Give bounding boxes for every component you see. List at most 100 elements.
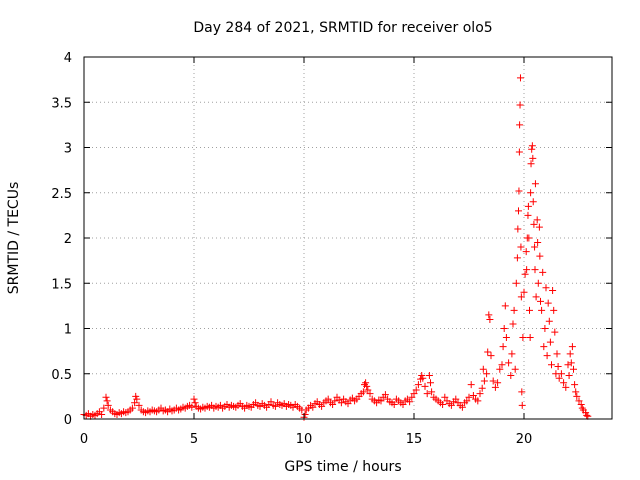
data-point bbox=[128, 404, 136, 412]
y-tick-label: 4 bbox=[64, 51, 72, 66]
data-point bbox=[484, 348, 492, 356]
data-point bbox=[366, 390, 374, 398]
data-point bbox=[528, 142, 536, 150]
x-axis-label: GPS time / hours bbox=[284, 459, 401, 475]
data-point bbox=[519, 334, 527, 342]
data-point bbox=[408, 393, 416, 401]
data-point bbox=[494, 379, 502, 387]
data-point bbox=[324, 395, 332, 403]
data-point bbox=[541, 325, 549, 332]
data-point bbox=[520, 288, 528, 296]
data-point bbox=[511, 365, 519, 373]
data-point bbox=[188, 403, 196, 411]
data-point bbox=[491, 383, 499, 391]
data-point bbox=[104, 401, 112, 409]
data-point bbox=[551, 328, 559, 336]
data-point bbox=[499, 343, 507, 351]
x-tick-label: 15 bbox=[406, 432, 423, 447]
data-point bbox=[467, 381, 475, 389]
data-point bbox=[526, 334, 534, 342]
data-point bbox=[529, 198, 537, 206]
axis-ticks bbox=[83, 56, 612, 420]
data-point bbox=[560, 379, 568, 387]
data-point bbox=[135, 401, 143, 409]
data-point bbox=[363, 382, 371, 390]
data-point bbox=[575, 397, 583, 405]
data-point bbox=[524, 202, 532, 210]
data-point bbox=[509, 320, 517, 328]
data-point bbox=[550, 306, 558, 314]
data-point bbox=[381, 391, 389, 399]
data-point bbox=[410, 390, 418, 398]
data-point bbox=[476, 390, 484, 398]
data-point bbox=[427, 379, 434, 387]
data-point bbox=[480, 377, 488, 385]
data-point bbox=[566, 350, 574, 358]
data-point bbox=[542, 284, 550, 292]
data-point bbox=[515, 187, 523, 195]
y-tick-label: 0.5 bbox=[51, 368, 72, 383]
data-point bbox=[318, 402, 326, 410]
data-point bbox=[364, 386, 372, 394]
data-point bbox=[524, 211, 532, 219]
data-point bbox=[532, 293, 540, 301]
data-point bbox=[531, 180, 539, 188]
data-point bbox=[271, 402, 279, 410]
data-point bbox=[100, 404, 108, 412]
data-point bbox=[533, 216, 541, 224]
data-point bbox=[441, 393, 449, 401]
data-point bbox=[553, 350, 561, 358]
data-point bbox=[406, 398, 414, 406]
data-point bbox=[500, 325, 508, 332]
data-point bbox=[507, 372, 515, 380]
y-tick-label: 1 bbox=[64, 323, 72, 338]
data-point bbox=[98, 410, 106, 418]
data-point bbox=[527, 160, 535, 168]
y-tick-label: 2 bbox=[64, 232, 72, 247]
data-point bbox=[502, 334, 510, 342]
data-point bbox=[267, 398, 275, 406]
data-point bbox=[545, 317, 553, 325]
data-point bbox=[540, 343, 548, 351]
data-point bbox=[530, 220, 538, 228]
y-axis-label: SRMTID / TECUs bbox=[6, 182, 22, 295]
data-point bbox=[423, 390, 431, 398]
data-point bbox=[577, 401, 585, 409]
x-tick-label: 5 bbox=[190, 432, 198, 447]
data-point bbox=[498, 361, 506, 369]
data-point bbox=[535, 223, 543, 231]
data-point bbox=[399, 401, 407, 409]
data-point bbox=[573, 392, 581, 400]
data-point bbox=[518, 401, 526, 409]
data-points bbox=[80, 74, 592, 421]
data-point bbox=[572, 388, 580, 396]
gridlines bbox=[84, 57, 612, 419]
data-point bbox=[412, 386, 420, 394]
data-point bbox=[513, 254, 521, 262]
data-point bbox=[534, 239, 542, 247]
data-point bbox=[190, 395, 198, 403]
data-point bbox=[514, 225, 522, 233]
data-point bbox=[528, 145, 536, 153]
data-point bbox=[539, 268, 547, 276]
data-point bbox=[538, 306, 546, 314]
data-point bbox=[555, 374, 563, 382]
data-point bbox=[512, 279, 520, 287]
data-point bbox=[486, 315, 494, 323]
data-point bbox=[534, 279, 542, 287]
data-point bbox=[510, 306, 518, 314]
data-point bbox=[527, 189, 535, 197]
data-point bbox=[549, 286, 557, 294]
data-point bbox=[489, 377, 497, 385]
data-point bbox=[517, 293, 525, 301]
data-point bbox=[562, 383, 570, 391]
data-point bbox=[515, 207, 522, 215]
data-point bbox=[428, 388, 436, 396]
data-point bbox=[516, 121, 524, 129]
data-point bbox=[478, 384, 486, 392]
y-tick-label: 3 bbox=[64, 142, 72, 157]
data-point bbox=[439, 401, 447, 409]
data-point bbox=[571, 381, 579, 389]
data-point bbox=[133, 395, 141, 403]
